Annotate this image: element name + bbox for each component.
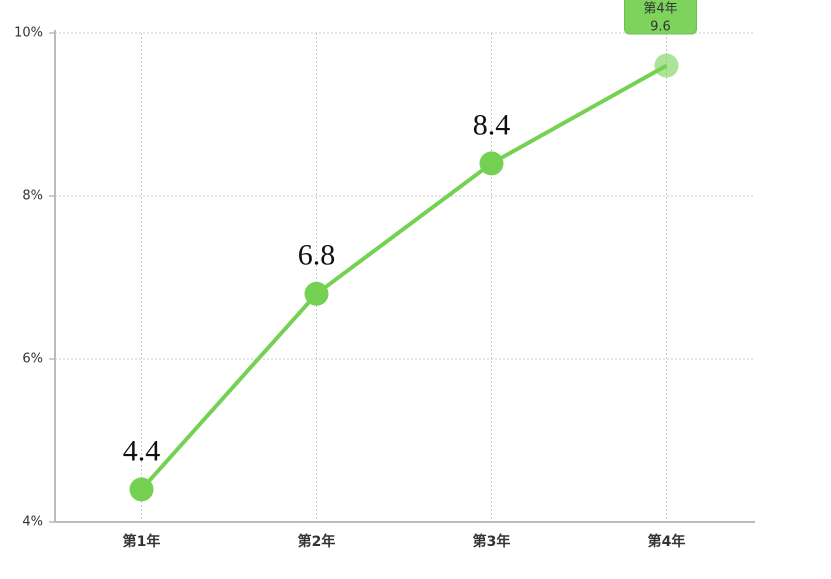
x-tick-label: 第3年 xyxy=(473,533,511,550)
y-tick-label: 4% xyxy=(22,515,43,530)
point xyxy=(129,477,154,502)
tooltip xyxy=(624,0,697,35)
tooltip-category: 第4年 xyxy=(643,2,677,17)
data-label: 4.4 xyxy=(123,434,161,467)
point xyxy=(479,151,504,176)
y-tick-label: 8% xyxy=(22,189,43,204)
x-tick-label: 第1年 xyxy=(123,533,161,550)
y-tick-label: 6% xyxy=(22,352,43,367)
data-label: 6.8 xyxy=(298,239,336,272)
line xyxy=(140,63,668,491)
y-tick-label: 10% xyxy=(14,26,43,41)
x-tick-label: 第4年 xyxy=(648,533,686,550)
data-label: 8.4 xyxy=(473,108,511,141)
tooltip-value: 9.6 xyxy=(650,20,671,35)
x-tick-label: 第2年 xyxy=(298,533,336,550)
point xyxy=(304,281,329,306)
point xyxy=(654,53,679,78)
